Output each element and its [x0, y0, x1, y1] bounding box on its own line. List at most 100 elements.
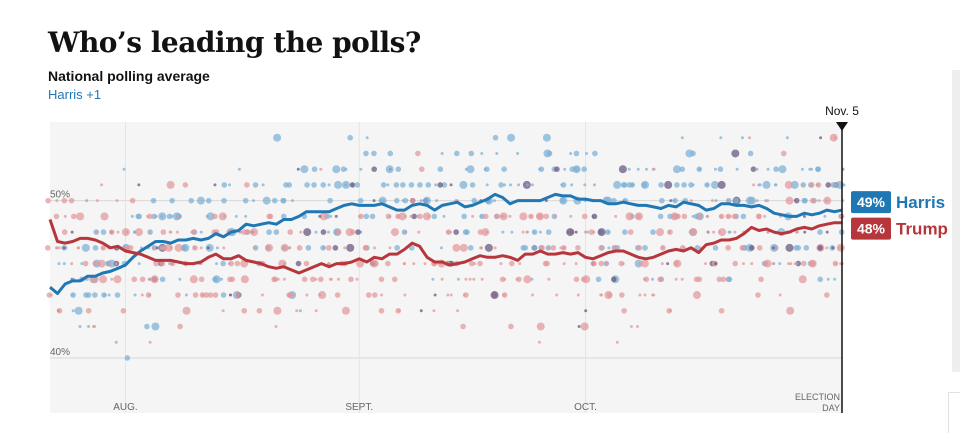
poll-dot — [150, 197, 157, 204]
poll-dot — [304, 182, 310, 188]
poll-dot — [757, 183, 761, 187]
poll-dot — [731, 149, 740, 158]
poll-dot — [681, 213, 688, 220]
poll-dot — [220, 277, 224, 281]
poll-dot — [748, 245, 755, 251]
poll-dot — [538, 230, 542, 234]
poll-dot — [327, 183, 331, 187]
poll-dot — [273, 133, 282, 142]
poll-dot — [696, 213, 703, 220]
poll-dot — [159, 276, 166, 283]
poll-dot — [508, 214, 512, 218]
poll-dot — [525, 183, 529, 187]
poll-dot — [659, 197, 665, 204]
poll-dot — [114, 262, 118, 266]
poll-dot — [563, 167, 567, 171]
poll-dot — [503, 277, 507, 281]
poll-dot — [403, 293, 407, 297]
poll-dot — [318, 291, 327, 300]
poll-dot — [355, 277, 359, 281]
poll-dot — [802, 214, 806, 218]
poll-dot — [728, 214, 732, 218]
poll-dot — [199, 246, 203, 250]
poll-dot — [817, 276, 824, 283]
poll-dot — [778, 165, 787, 174]
poll-dot — [76, 246, 80, 250]
poll-dot — [635, 213, 642, 220]
poll-dot — [146, 213, 153, 220]
poll-dot — [763, 214, 767, 218]
poll-dot — [271, 197, 278, 204]
poll-dot — [626, 182, 633, 188]
trump-end-label: 48% Trump — [851, 217, 948, 240]
poll-dot — [784, 180, 793, 189]
poll-dot — [62, 262, 66, 266]
poll-dot — [234, 214, 238, 218]
poll-dot — [250, 228, 259, 237]
poll-dot — [800, 167, 804, 171]
y-tick-label: 40% — [50, 347, 70, 358]
poll-dot — [299, 230, 303, 234]
poll-dot — [63, 214, 67, 218]
poll-dot — [397, 309, 401, 313]
poll-dot — [691, 183, 695, 187]
poll-dot — [598, 245, 604, 251]
poll-dot — [435, 199, 439, 203]
poll-dot — [638, 293, 642, 297]
poll-dot — [523, 275, 532, 284]
x-tick-label: SEPT. — [345, 402, 373, 413]
poll-dot — [402, 197, 409, 204]
poll-dot — [747, 150, 754, 157]
poll-dot — [45, 245, 51, 251]
poll-dot — [296, 245, 303, 251]
poll-dot — [750, 262, 754, 266]
poll-dot — [539, 214, 543, 218]
poll-dot — [731, 213, 738, 220]
poll-dot — [192, 292, 199, 298]
poll-dot — [71, 309, 75, 313]
poll-dot — [800, 183, 804, 187]
poll-dot — [785, 196, 794, 205]
poll-dot — [539, 245, 545, 251]
poll-dot — [472, 277, 476, 281]
poll-dot — [612, 245, 618, 251]
poll-dot — [334, 214, 338, 218]
poll-dot — [503, 183, 507, 187]
poll-dot — [560, 182, 567, 188]
poll-dot — [92, 260, 99, 267]
poll-dot — [76, 212, 85, 221]
poll-dot — [480, 151, 484, 155]
poll-dot — [205, 214, 209, 218]
poll-dot — [319, 167, 323, 171]
poll-dot — [369, 213, 376, 220]
poll-dot — [320, 229, 327, 235]
plot-background — [50, 122, 842, 413]
poll-dot — [286, 182, 293, 188]
poll-dot — [201, 293, 205, 297]
poll-dot — [85, 292, 92, 298]
poll-dot — [62, 246, 66, 250]
poll-dot — [422, 196, 431, 205]
poll-dot — [78, 324, 82, 328]
poll-dot — [710, 180, 719, 189]
poll-dot — [346, 243, 355, 252]
poll-dot — [288, 293, 292, 297]
poll-dot — [537, 340, 541, 344]
poll-dot — [793, 262, 797, 266]
poll-dot — [363, 150, 369, 157]
poll-dot — [819, 136, 823, 140]
poll-dot — [371, 150, 377, 157]
poll-dot — [431, 277, 435, 281]
poll-dot — [529, 214, 533, 218]
poll-dot — [354, 182, 361, 188]
poll-dot — [121, 228, 130, 237]
poll-dot — [393, 182, 400, 188]
poll-dot — [547, 277, 551, 281]
poll-dot — [423, 262, 427, 266]
poll-dot — [129, 197, 136, 204]
poll-dot — [303, 228, 312, 237]
poll-dot — [622, 229, 628, 235]
scrollbar-track[interactable] — [952, 70, 960, 372]
poll-dot — [380, 182, 387, 188]
poll-dot — [836, 243, 845, 252]
